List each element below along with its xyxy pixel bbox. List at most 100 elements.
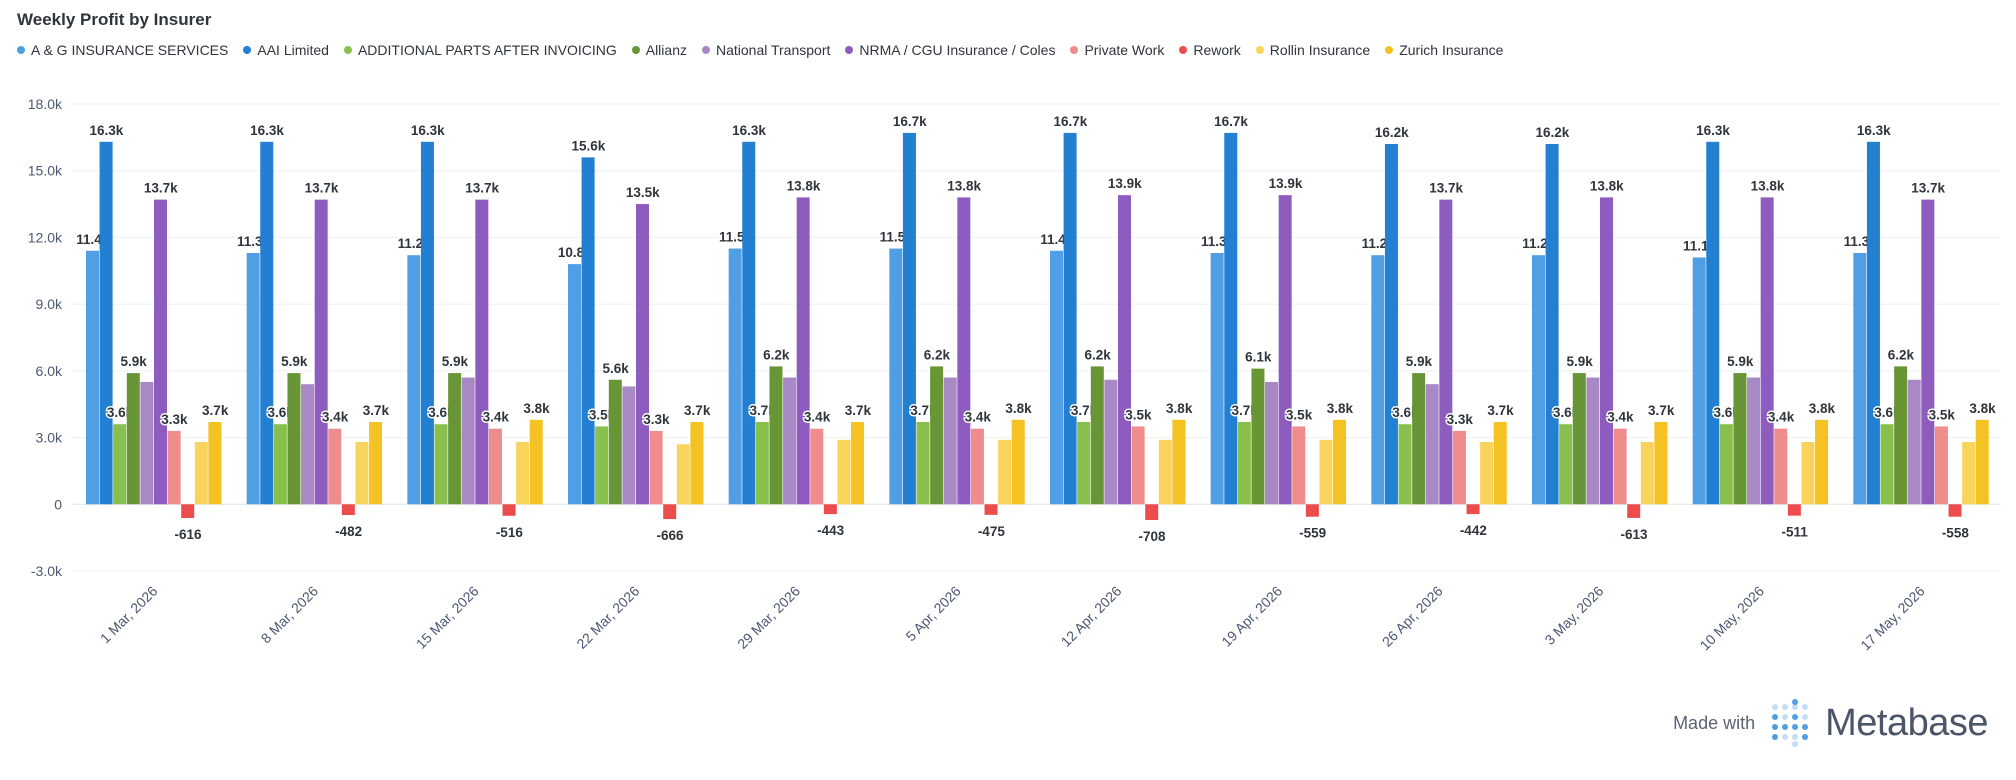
bar-a-g-insurance-services — [1532, 255, 1545, 505]
data-label: 3.5k — [1125, 407, 1152, 422]
data-label: 5.9k — [1727, 354, 1754, 369]
bar-rollin-insurance — [194, 442, 208, 505]
data-label: 5.6k — [602, 361, 629, 376]
data-label: 16.3k — [90, 123, 124, 138]
bar-allianz — [930, 366, 944, 505]
bar-zurich-insurance — [851, 422, 865, 505]
legend-item-zurich-insurance[interactable]: Zurich Insurance — [1385, 42, 1503, 58]
data-label: 3.8k — [1969, 401, 1996, 416]
data-label: 16.2k — [1536, 125, 1570, 140]
data-label: 16.7k — [1214, 114, 1248, 129]
bar-additional-parts-after-invoicing — [1077, 422, 1091, 505]
bar-allianz — [1572, 373, 1586, 505]
x-tick-label: 17 May, 2026 — [1857, 583, 1928, 654]
data-label: 13.7k — [305, 181, 339, 196]
bar-allianz — [448, 373, 462, 505]
data-label: 6.2k — [763, 347, 790, 362]
legend-item-additional-parts-after-invoicing[interactable]: ADDITIONAL PARTS AFTER INVOICING — [343, 42, 617, 58]
bar-zurich-insurance — [690, 422, 704, 505]
data-label: 6.2k — [924, 347, 951, 362]
bar-a-g-insurance-services — [728, 248, 742, 505]
data-label: 3.7k — [684, 403, 711, 418]
bar-aai-limited — [1706, 141, 1720, 505]
legend-item-private-work[interactable]: Private Work — [1070, 42, 1164, 58]
data-label: 13.7k — [1911, 181, 1945, 196]
data-label: 5.9k — [281, 354, 308, 369]
data-label: -443 — [817, 523, 845, 538]
bar-national-transport — [783, 377, 797, 505]
bar-allianz — [1251, 368, 1265, 505]
bar-a-g-insurance-services — [568, 264, 581, 505]
legend-label: Private Work — [1084, 42, 1165, 58]
legend-item-a-g-insurance-services[interactable]: A & G INSURANCE SERVICES — [17, 42, 228, 58]
bar-allianz — [608, 379, 622, 505]
bar-additional-parts-after-invoicing — [916, 422, 930, 505]
bar-a-g-insurance-services — [407, 255, 421, 505]
data-label: 13.8k — [1590, 178, 1624, 193]
legend-item-allianz[interactable]: Allianz — [631, 42, 687, 58]
bar-private-work — [1452, 430, 1466, 505]
data-label: 16.2k — [1375, 125, 1409, 140]
legend-dot-icon — [343, 46, 352, 54]
legend-item-rollin-insurance[interactable]: Rollin Insurance — [1255, 42, 1371, 58]
bar-zurich-insurance — [369, 422, 383, 505]
data-label: 3.7k — [1487, 403, 1514, 418]
bar-rollin-insurance — [1640, 442, 1654, 505]
legend-dot-icon — [17, 46, 25, 54]
bar-nrma-cgu-insurance-coles — [1921, 199, 1935, 505]
y-tick-label: 15.0k — [28, 163, 63, 179]
bar-zurich-insurance — [1815, 419, 1829, 505]
data-label: 6.1k — [1245, 350, 1272, 365]
data-label: 13.8k — [947, 178, 981, 193]
x-tick-label: 22 Mar, 2026 — [573, 583, 642, 652]
bar-aai-limited — [1866, 141, 1880, 505]
bar-a-g-insurance-services — [889, 248, 903, 505]
data-label: 3.4k — [322, 410, 349, 425]
legend-item-national-transport[interactable]: National Transport — [701, 42, 830, 58]
legend-dot-icon — [243, 46, 252, 54]
legend-item-aai-limited[interactable]: AAI Limited — [243, 42, 329, 58]
bar-rollin-insurance — [1962, 442, 1976, 505]
x-tick-label: 12 Apr, 2026 — [1058, 583, 1125, 650]
bar-aai-limited — [420, 141, 434, 505]
bar-rollin-insurance — [1480, 442, 1494, 505]
bar-allianz — [287, 373, 301, 505]
bar-private-work — [1613, 428, 1627, 505]
bar-national-transport — [1265, 381, 1279, 505]
bar-a-g-insurance-services — [1692, 257, 1706, 505]
data-label: 3.4k — [1768, 410, 1795, 425]
bar-rework — [181, 504, 195, 518]
bar-private-work — [328, 428, 342, 505]
bar-aai-limited — [1063, 132, 1077, 505]
legend-item-nrma-cgu-insurance-coles[interactable]: NRMA / CGU Insurance / Coles — [845, 42, 1055, 58]
bar-rework — [1627, 504, 1641, 518]
data-label: 16.3k — [250, 123, 284, 138]
data-label: 3.8k — [1005, 401, 1032, 416]
legend-item-rework[interactable]: Rework — [1179, 42, 1241, 58]
legend-label: Rollin Insurance — [1269, 42, 1371, 58]
bar-allianz — [1894, 366, 1908, 505]
bar-zurich-insurance — [1975, 419, 1989, 505]
bar-aai-limited — [1545, 144, 1559, 505]
data-label: 13.8k — [1751, 178, 1785, 193]
bar-rollin-insurance — [1801, 442, 1815, 505]
data-label: 3.8k — [1809, 401, 1836, 416]
data-label: 15.6k — [572, 138, 606, 153]
x-tick-label: 3 May, 2026 — [1541, 583, 1606, 648]
data-label: 13.9k — [1269, 176, 1303, 191]
bar-rework — [341, 504, 355, 516]
data-label: 13.7k — [1429, 181, 1463, 196]
bar-aai-limited — [742, 141, 756, 505]
bar-private-work — [488, 428, 502, 505]
y-tick-label: 12.0k — [28, 229, 63, 245]
bar-zurich-insurance — [1011, 419, 1025, 505]
y-tick-label: -3.0k — [31, 563, 63, 579]
bar-nrma-cgu-insurance-coles — [1439, 199, 1453, 505]
bar-private-work — [1292, 426, 1306, 505]
data-label: -516 — [496, 525, 524, 540]
bar-aai-limited — [1384, 144, 1398, 505]
legend-label: Allianz — [645, 42, 687, 58]
bar-national-transport — [461, 377, 475, 505]
bar-additional-parts-after-invoicing — [1559, 424, 1573, 505]
legend-label: AAI Limited — [257, 42, 329, 58]
